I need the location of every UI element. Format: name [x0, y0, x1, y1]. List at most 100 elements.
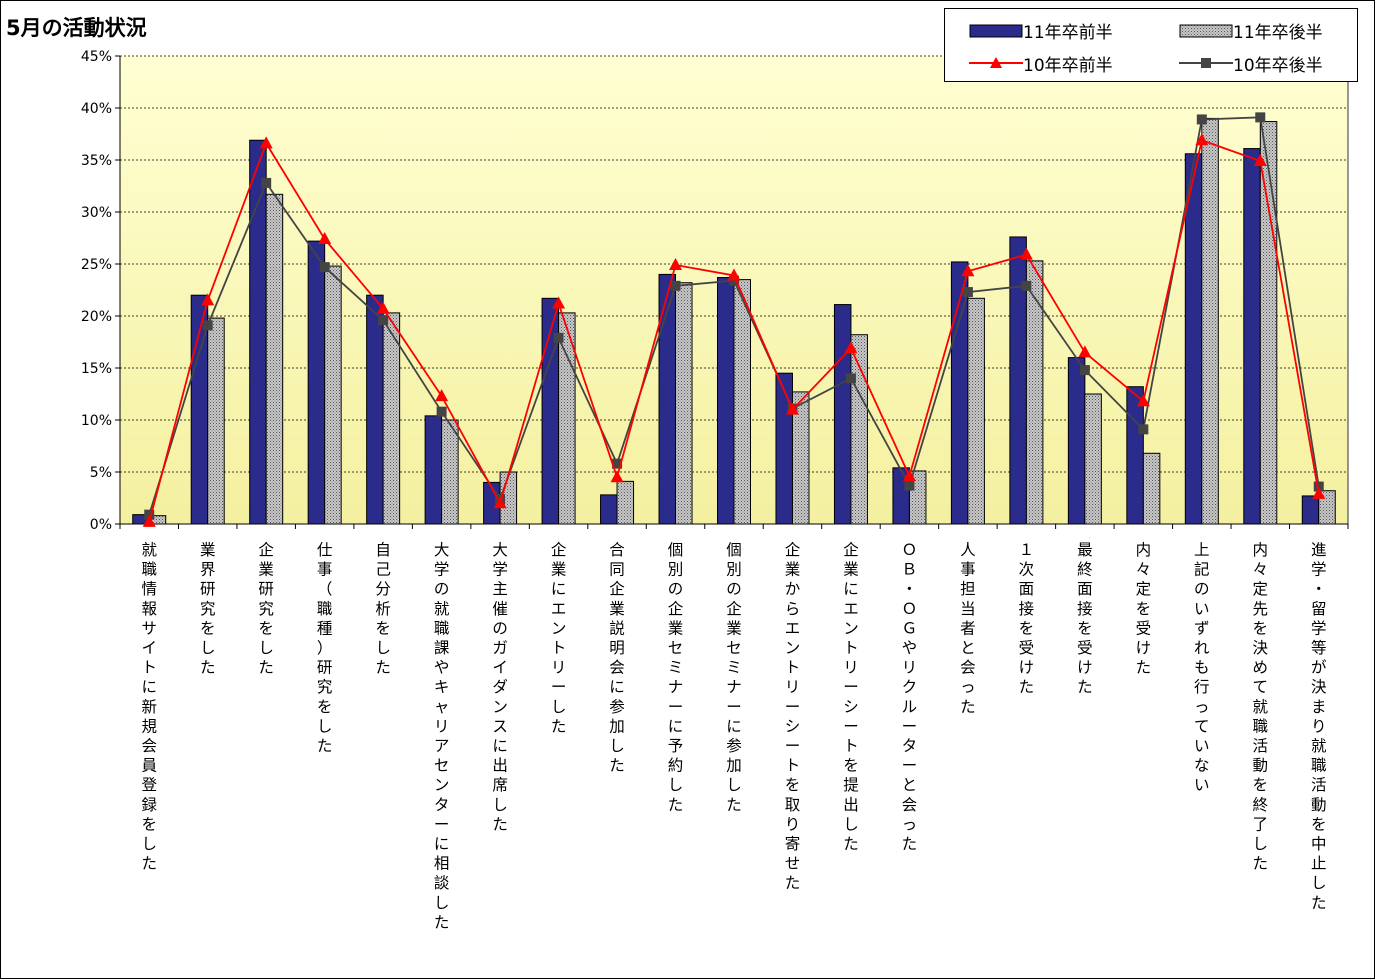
- svg-text:就: 就: [434, 600, 450, 618]
- svg-text:担: 担: [960, 580, 976, 598]
- svg-text:ン: ン: [551, 619, 567, 637]
- svg-text:事: 事: [960, 561, 976, 579]
- svg-text:種: 種: [317, 619, 333, 637]
- series-10-second-point: [553, 332, 564, 343]
- bar-11-first: [1301, 495, 1320, 525]
- svg-text:ク: ク: [902, 678, 918, 696]
- svg-text:中: 中: [1311, 835, 1327, 853]
- svg-text:主: 主: [492, 580, 508, 598]
- series-10-second-point: [319, 262, 330, 273]
- svg-text:活: 活: [1253, 737, 1269, 755]
- svg-text:た: た: [960, 698, 976, 716]
- svg-text:就: 就: [141, 541, 157, 559]
- legend-label: 10年卒前半: [1023, 55, 1113, 76]
- series-10-first-point: [844, 341, 858, 354]
- y-tick-label: 5%: [90, 465, 112, 481]
- bar-11-second: [791, 391, 810, 525]
- svg-text:キ: キ: [434, 678, 450, 696]
- svg-text:た: た: [668, 796, 684, 814]
- svg-text:ず: ず: [1194, 619, 1210, 637]
- svg-text:エ: エ: [785, 619, 801, 637]
- svg-text:分: 分: [375, 580, 391, 598]
- legend-label: 11年卒前半: [1023, 22, 1113, 43]
- svg-text:等: 等: [1311, 639, 1327, 657]
- svg-text:っ: っ: [1194, 698, 1210, 716]
- svg-text:ー: ー: [668, 698, 684, 716]
- svg-text:当: 当: [960, 600, 976, 618]
- svg-text:し: し: [1253, 835, 1269, 853]
- svg-text:ナ: ナ: [668, 678, 684, 696]
- series-10-second-point: [962, 287, 973, 298]
- svg-text:企: 企: [785, 541, 801, 559]
- svg-text:し: し: [609, 737, 625, 755]
- bar-11-second: [850, 334, 868, 525]
- svg-text:を: を: [1311, 815, 1327, 833]
- y-tick-label: 40%: [81, 101, 112, 117]
- svg-text:サ: サ: [141, 619, 157, 637]
- svg-text:析: 析: [375, 600, 391, 618]
- svg-text:ア: ア: [434, 737, 450, 755]
- legend-label: 11年卒後半: [1233, 22, 1323, 43]
- bar-11-first: [1067, 357, 1086, 525]
- series-10-first-point: [318, 232, 332, 245]
- svg-text:上: 上: [1194, 541, 1210, 559]
- svg-text:ー: ー: [902, 717, 918, 735]
- svg-text:取: 取: [785, 796, 801, 814]
- series-10-second-point: [904, 480, 915, 491]
- svg-text:ー: ー: [843, 717, 859, 735]
- svg-text:ト: ト: [785, 659, 801, 677]
- svg-text:（: （: [317, 580, 333, 598]
- svg-text:エ: エ: [843, 600, 859, 618]
- svg-text:ャ: ャ: [434, 698, 450, 716]
- svg-text:ト: ト: [843, 737, 859, 755]
- series-10-first-point: [669, 258, 683, 271]
- svg-text:予: 予: [668, 737, 684, 755]
- svg-text:業: 業: [785, 561, 801, 579]
- y-tick-label: 20%: [81, 309, 112, 325]
- svg-text:た: た: [902, 835, 918, 853]
- series-10-first-point: [902, 469, 916, 482]
- svg-text:次: 次: [1019, 561, 1035, 579]
- svg-text:に: に: [843, 580, 859, 598]
- series-10-first-point: [1136, 394, 1150, 407]
- series-10-first-point: [727, 268, 741, 281]
- svg-text:動: 動: [1253, 757, 1269, 775]
- svg-text:研: 研: [317, 659, 333, 677]
- svg-text:先: 先: [1253, 600, 1269, 618]
- legend-item-10-first: 10年卒前半: [969, 48, 1113, 78]
- svg-text:受: 受: [1019, 639, 1035, 657]
- svg-text:説: 説: [609, 619, 625, 637]
- series-10-first-point: [259, 136, 273, 149]
- series-10-second-point: [202, 320, 213, 331]
- svg-text:ー: ー: [902, 757, 918, 775]
- svg-text:新: 新: [141, 698, 157, 716]
- svg-text:規: 規: [141, 717, 157, 735]
- series-10-first-point: [1019, 247, 1033, 260]
- svg-text:し: し: [726, 776, 742, 794]
- svg-text:明: 明: [609, 639, 625, 657]
- svg-text:企: 企: [726, 600, 742, 618]
- svg-text:会: 会: [902, 796, 918, 814]
- bar-11-second: [1084, 393, 1102, 525]
- svg-text:活: 活: [1311, 776, 1327, 794]
- svg-text:の: の: [668, 580, 684, 598]
- svg-text:ス: ス: [492, 717, 508, 735]
- series-10-first-point: [1253, 154, 1267, 167]
- bar-11-second: [967, 297, 985, 525]
- svg-text:い: い: [1194, 776, 1210, 794]
- series-10-second-point: [1021, 280, 1032, 291]
- svg-text:か: か: [785, 580, 801, 598]
- svg-text:た: た: [1077, 678, 1093, 696]
- legend: 11年卒前半 11年卒後半 10年卒前半 10年卒後半: [944, 8, 1358, 82]
- svg-text:自: 自: [375, 541, 391, 559]
- svg-text:に: に: [668, 717, 684, 735]
- svg-text:り: り: [1311, 717, 1327, 735]
- svg-text:を: を: [1253, 776, 1269, 794]
